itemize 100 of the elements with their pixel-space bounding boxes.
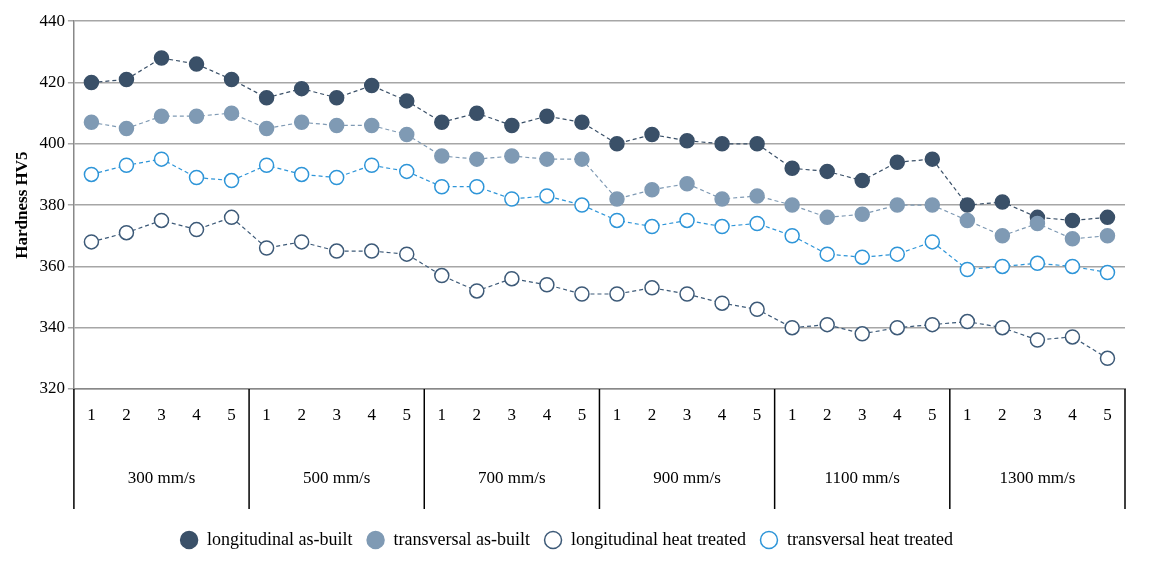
point <box>469 105 485 121</box>
y-axis-title: Hardness HV5 <box>11 151 31 259</box>
x-tick-label: 4 <box>717 404 727 424</box>
point <box>994 228 1011 244</box>
text: 1300 mm/s <box>999 468 1076 488</box>
point <box>784 197 800 213</box>
point <box>924 234 941 250</box>
point <box>293 80 310 97</box>
point <box>363 157 380 174</box>
point <box>679 286 695 302</box>
point <box>258 90 275 106</box>
point <box>714 218 730 235</box>
point <box>1099 350 1116 367</box>
point <box>889 197 906 213</box>
point <box>434 148 450 164</box>
point <box>749 188 765 204</box>
y-tick-label: 320 <box>39 378 65 398</box>
point <box>399 246 415 262</box>
point <box>819 246 835 262</box>
point <box>609 191 625 207</box>
point <box>854 206 870 223</box>
point <box>679 132 695 149</box>
x-tick-label: 5 <box>402 404 411 424</box>
point <box>1099 209 1116 226</box>
x-tick-label: 3 <box>507 404 517 424</box>
point <box>714 191 730 207</box>
point <box>328 243 345 259</box>
point <box>749 215 765 232</box>
point <box>644 126 660 143</box>
x-tick-label: 3 <box>1033 404 1042 424</box>
text: 1100 mm/s <box>824 468 900 488</box>
x-tick-label: 3 <box>857 404 867 424</box>
y-tick-label: 360 <box>39 255 65 275</box>
point <box>889 246 906 262</box>
legend-label: longitudinal heat treated <box>571 528 746 549</box>
point <box>223 209 240 226</box>
point <box>153 50 170 66</box>
point <box>434 114 450 131</box>
point <box>1099 228 1116 244</box>
point <box>924 151 941 167</box>
point <box>328 169 345 186</box>
point <box>959 261 976 278</box>
point <box>994 258 1011 275</box>
point <box>574 286 590 302</box>
point <box>223 105 240 121</box>
x-tick-label: 4 <box>192 404 202 424</box>
x-tick-label: 5 <box>928 404 937 424</box>
point <box>434 178 450 195</box>
point <box>118 157 135 174</box>
point <box>644 218 660 235</box>
x-tick-label: 4 <box>1068 404 1078 424</box>
point <box>784 319 800 336</box>
point <box>258 240 275 256</box>
point <box>293 114 310 131</box>
y-tick-label: 440 <box>39 10 65 30</box>
y-tick-label: 380 <box>39 194 65 214</box>
point <box>539 151 555 167</box>
point <box>679 212 695 229</box>
point <box>223 172 240 189</box>
point <box>258 157 275 174</box>
point <box>118 224 135 241</box>
x-tick-label: 2 <box>472 404 482 424</box>
point <box>363 243 380 259</box>
point <box>644 182 660 198</box>
point <box>328 90 345 106</box>
point <box>749 301 765 318</box>
point <box>399 93 415 109</box>
y-tick-label: 340 <box>39 317 65 337</box>
point <box>293 234 310 250</box>
point <box>889 154 906 170</box>
x-tick-label: 2 <box>822 404 832 424</box>
point <box>539 108 555 124</box>
point <box>1064 329 1081 345</box>
point <box>1064 212 1081 229</box>
point <box>819 316 835 333</box>
x-tick-label: 3 <box>332 404 341 424</box>
point <box>1064 231 1081 247</box>
point <box>153 151 170 167</box>
point <box>854 249 870 265</box>
point <box>434 267 450 284</box>
point <box>819 163 835 180</box>
x-tick-label: 2 <box>998 404 1007 424</box>
point <box>399 163 415 180</box>
point <box>819 209 835 226</box>
point <box>188 56 205 72</box>
x-tick-label: 5 <box>227 404 236 424</box>
point <box>679 175 695 192</box>
point <box>83 234 100 250</box>
point <box>924 197 941 213</box>
point <box>363 117 380 134</box>
point <box>469 283 485 299</box>
text: 700 mm/s <box>478 468 546 488</box>
point <box>469 178 485 195</box>
point <box>889 319 906 336</box>
x-tick-label: 1 <box>262 404 271 424</box>
point <box>994 319 1011 336</box>
point <box>574 197 590 213</box>
point <box>469 151 485 167</box>
point <box>1099 264 1116 281</box>
point <box>1029 332 1046 348</box>
